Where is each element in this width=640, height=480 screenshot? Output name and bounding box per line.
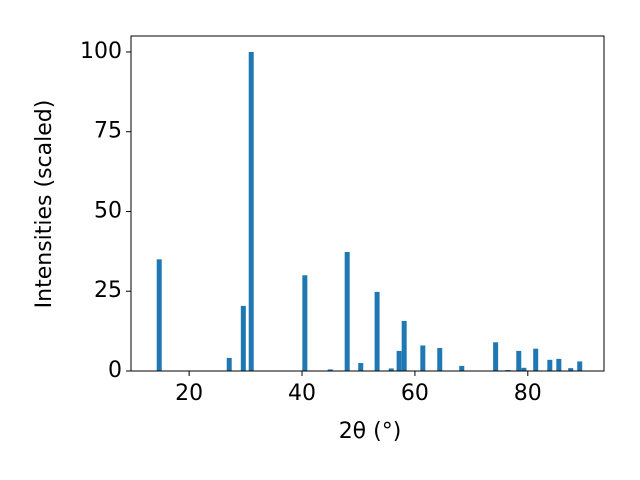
bar [396, 350, 402, 371]
plot-frame [130, 35, 605, 372]
bar [420, 345, 426, 371]
y-axis-label: Intensities (scaled) [32, 100, 57, 309]
bar [437, 348, 443, 371]
y-tick-label: 100 [80, 39, 122, 64]
bar [533, 348, 539, 371]
y-tick-label: 50 [94, 198, 122, 223]
bar [547, 359, 553, 371]
y-tick-label: 0 [108, 358, 122, 383]
bar [568, 368, 574, 371]
bar [521, 367, 527, 371]
bar [459, 365, 465, 371]
bar [493, 342, 499, 371]
x-tick-label: 60 [401, 381, 429, 406]
y-tick-label: 25 [94, 278, 122, 303]
bar [516, 350, 522, 371]
bar [374, 291, 380, 371]
bar [358, 363, 364, 371]
bar [226, 357, 232, 371]
bar [302, 275, 308, 371]
x-tick-label: 40 [288, 381, 316, 406]
bar [388, 368, 394, 371]
x-tick-label: 80 [514, 381, 542, 406]
bar [577, 361, 583, 371]
bar [327, 369, 333, 371]
bar [240, 305, 246, 371]
bar [401, 320, 407, 371]
bar [344, 251, 350, 371]
bar [156, 259, 162, 371]
bar [248, 51, 254, 371]
x-axis-label: 2θ (°) [339, 419, 402, 444]
y-tick-label: 75 [94, 119, 122, 144]
bar [556, 358, 562, 371]
x-tick-label: 20 [175, 381, 203, 406]
